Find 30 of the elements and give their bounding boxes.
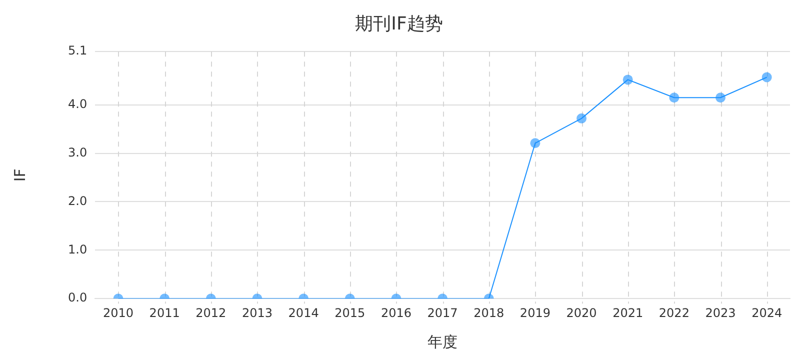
y-axis-title: IF (10, 168, 29, 182)
x-tick-label: 2017 (427, 306, 458, 320)
y-tick-label: 3.0 (68, 145, 88, 160)
y-tick-label: 1.0 (68, 242, 88, 256)
x-tick-label: 2024 (752, 306, 782, 320)
y-tick-label: 5.1 (68, 44, 88, 58)
point (716, 92, 726, 103)
x-tick-label: 2020 (566, 306, 597, 320)
x-tick-label: 2023 (705, 306, 736, 320)
x-tick-label: 2016 (380, 306, 412, 320)
x-tick-label: 2014 (288, 306, 319, 320)
x-tick-label: 2011 (149, 306, 180, 320)
y-tick-label: 4.0 (68, 97, 88, 111)
chart-title: 期刊IF趋势 (355, 13, 443, 34)
point (530, 138, 540, 148)
x-tick-label: 2022 (658, 306, 690, 320)
x-tick-label: 2013 (242, 306, 273, 320)
point (669, 92, 680, 103)
x-axis-title: 年度 (428, 332, 458, 351)
point (576, 113, 587, 124)
point (762, 72, 772, 82)
y-tick-label: 0.0 (68, 290, 88, 305)
y-tick-label: 2.0 (68, 194, 88, 208)
x-tick-label: 2015 (334, 306, 366, 320)
x-tick-label: 2010 (102, 306, 134, 320)
x-tick-label: 2018 (474, 306, 504, 320)
x-tick-label: 2012 (196, 306, 226, 320)
x-tick-label: 2019 (520, 306, 550, 320)
point (622, 74, 633, 85)
x-tick-label: 2021 (612, 306, 644, 320)
